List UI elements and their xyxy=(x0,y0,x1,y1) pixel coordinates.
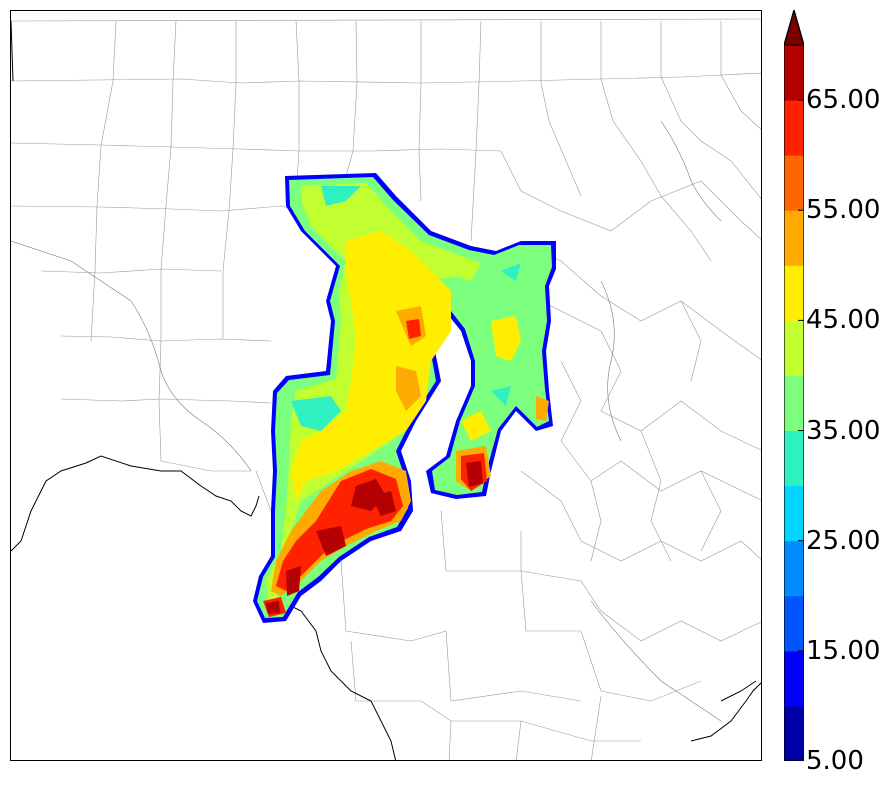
map-panel xyxy=(10,10,762,761)
colorbar-band xyxy=(784,100,804,156)
echo-region-red xyxy=(263,319,487,617)
county-boundaries xyxy=(11,18,761,760)
border-lines xyxy=(11,20,761,760)
echo-region-yellow xyxy=(291,231,521,501)
colorbar-band xyxy=(784,265,804,321)
colorbar-band xyxy=(784,485,804,542)
colorbar-band xyxy=(784,650,804,707)
colorbar-band xyxy=(784,45,804,101)
colorbar xyxy=(784,10,804,761)
colorbar-tick-label: 15.00 xyxy=(806,635,881,666)
colorbar-tick-label: 45.00 xyxy=(806,305,881,336)
reflectivity-map xyxy=(11,18,761,760)
colorbar-band xyxy=(784,705,804,761)
colorbar-tick-label: 55.00 xyxy=(806,195,881,226)
colorbar-extend-arrow xyxy=(784,10,804,46)
echo-region-darkred xyxy=(266,461,483,614)
colorbar-band xyxy=(784,320,804,376)
colorbar-tick-label: 25.00 xyxy=(806,525,881,556)
colorbar-band xyxy=(784,595,804,652)
colorbar-band xyxy=(784,155,804,211)
colorbar-tick-label: 35.00 xyxy=(806,415,881,446)
echo-region-teal xyxy=(291,186,521,441)
colorbar-band xyxy=(784,540,804,597)
reflectivity-field xyxy=(253,173,556,623)
colorbar-outline xyxy=(784,10,804,761)
river-lines xyxy=(11,120,722,722)
colorbar-band xyxy=(784,430,804,487)
colorbar-band xyxy=(784,375,804,432)
colorbar-tick-label: 65.00 xyxy=(806,85,881,116)
colorbar-tick-label: 5.00 xyxy=(806,746,864,776)
colorbar-band xyxy=(784,210,804,266)
